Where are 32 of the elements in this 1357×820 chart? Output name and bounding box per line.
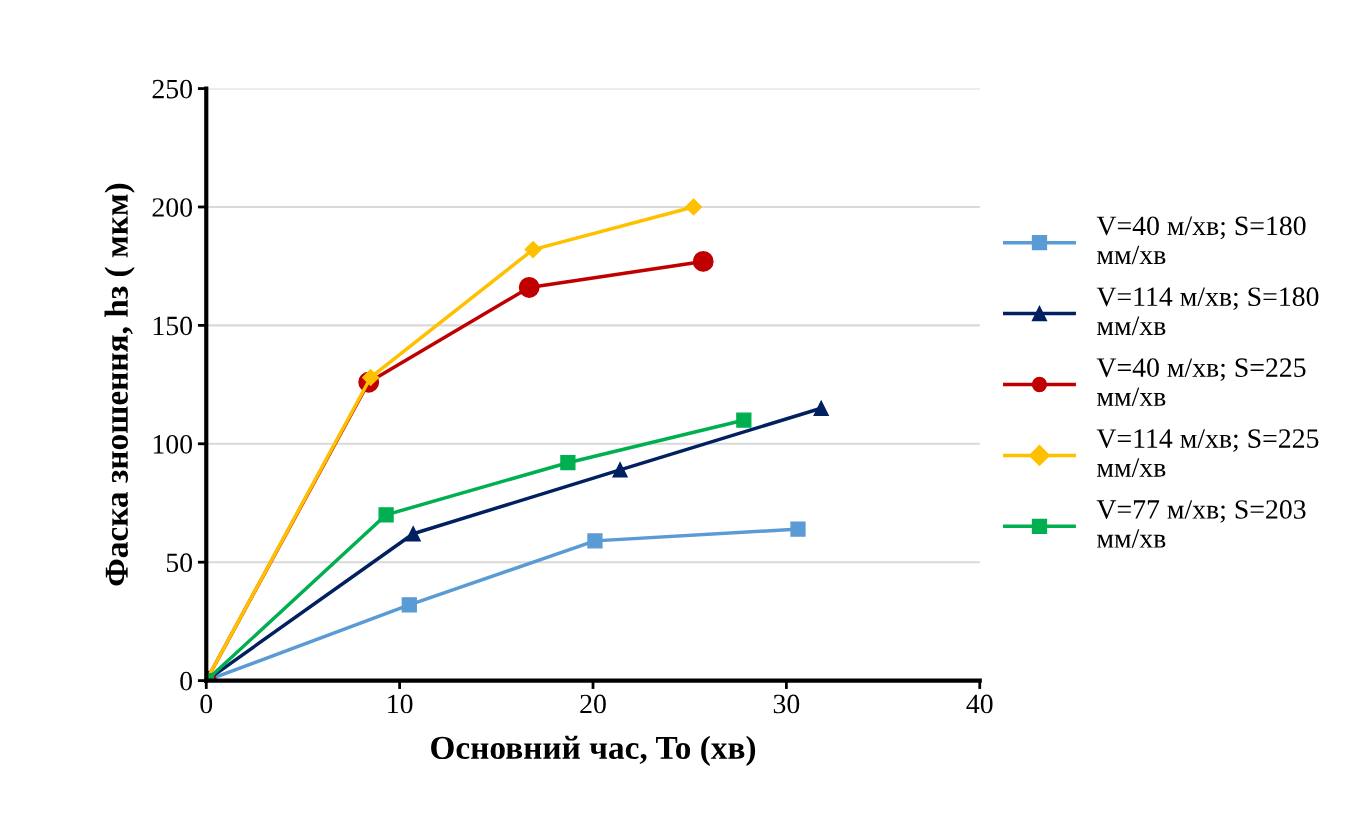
y-tick-label: 0 [180,671,193,691]
legend-label: V=77 м/хв; S=203 мм/хв [1096,500,1306,548]
x-tick-label: 30 [773,694,800,714]
point [401,597,417,613]
point [524,241,542,259]
point [736,412,752,428]
legend-label: V=40 м/хв; S=180 мм/хв [1096,216,1306,265]
x-tick-label: 20 [580,694,606,714]
legend-label: V=114 м/хв; S=225 мм/хв [1096,429,1319,477]
point [692,251,714,272]
legend-label: V=114 м/хв; S=180 мм/хв [1096,287,1319,336]
point [685,198,703,216]
x-tick-label: 10 [388,694,413,714]
y-tick-label: 200 [152,198,193,217]
legend-label: V=40 м/хв; S=225 мм/хв [1096,358,1306,407]
point [612,462,628,478]
point [813,400,829,416]
y-tick-label: 100 [153,434,193,454]
y-tick-label: 50 [166,553,193,573]
point [587,533,603,549]
point [362,368,380,387]
x-tick-label: 40 [966,694,993,714]
point [790,521,806,537]
x-tick-label: 0 [200,694,213,714]
point [518,277,540,298]
y-tick-label: 250 [152,79,193,99]
point [378,507,394,523]
y-tick-label: 150 [153,316,193,336]
y-axis-title: Фаска зношення, hз ( мкм) [104,183,135,586]
point [405,526,421,542]
x-axis-title: Основний час, To (хв) [431,735,756,766]
point [560,455,576,471]
